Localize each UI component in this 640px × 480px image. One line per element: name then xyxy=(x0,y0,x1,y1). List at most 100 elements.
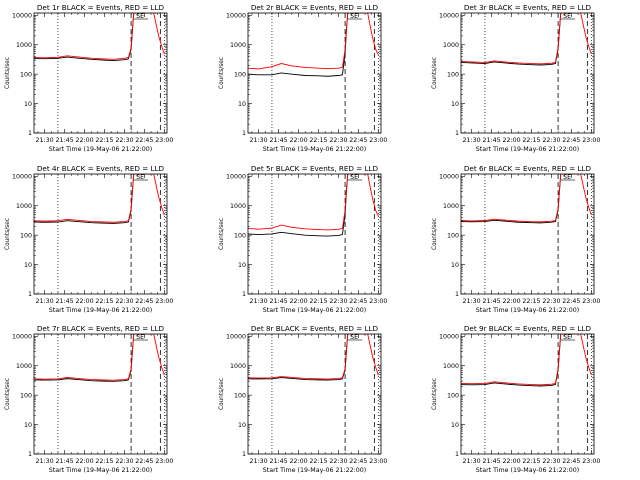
chart-panel-8: Det 8r BLACK = Events, RED = LLD Counts/s… xyxy=(219,324,387,474)
se-annotation: SE xyxy=(563,334,571,341)
y-tick-label: 10000 xyxy=(226,13,246,20)
y-tick-label: 100 xyxy=(20,232,32,239)
y-tick-label: 10 xyxy=(24,422,32,429)
chart-title: Det 1r BLACK = Events, RED = LLD xyxy=(37,3,165,12)
y-tick-label: 100 xyxy=(447,71,459,78)
x-tick-label: 21:30 xyxy=(36,298,54,305)
series-line-events xyxy=(461,334,562,387)
chart-panel-7: Det 7r BLACK = Events, RED = LLD Counts/s… xyxy=(5,324,173,474)
y-axis-label: Counts/sec xyxy=(5,57,11,89)
chart-panel-2: Det 2r BLACK = Events, RED = LLD Counts/s… xyxy=(219,3,387,153)
y-tick-label: 10 xyxy=(24,262,32,269)
x-tick-label: 22:00 xyxy=(289,458,307,465)
se-annotation: SE xyxy=(350,174,358,181)
x-tick-label: 22:45 xyxy=(349,137,367,144)
y-axis-label: Counts/sec xyxy=(219,57,225,89)
y-tick-label: 10 xyxy=(451,101,459,108)
x-tick-label: 21:45 xyxy=(483,298,501,305)
series-line-events xyxy=(34,13,135,62)
chart-panel-9: Det 9r BLACK = Events, RED = LLD Counts/s… xyxy=(432,324,600,474)
x-axis-label: Start Time (19-May-06 21:22:00) xyxy=(263,307,366,314)
series-line-events xyxy=(34,174,135,224)
se-annotation: SE xyxy=(350,334,358,341)
x-tick-label: 22:00 xyxy=(75,458,93,465)
y-tick-label: 100 xyxy=(234,392,246,399)
se-annotation: SE xyxy=(563,13,571,20)
y-tick-label: 1 xyxy=(455,291,459,298)
x-tick-label: 21:30 xyxy=(463,298,481,305)
y-tick-label: 100 xyxy=(234,71,246,78)
se-annotation: SE xyxy=(563,174,571,181)
x-tick-label: 23:00 xyxy=(582,458,600,465)
y-tick-label: 10000 xyxy=(12,334,32,341)
chart-title: Det 7r BLACK = Events, RED = LLD xyxy=(37,324,165,333)
x-tick-label: 23:00 xyxy=(369,458,387,465)
series-line-lld xyxy=(248,174,379,231)
y-tick-label: 10000 xyxy=(12,174,32,181)
y-tick-label: 10000 xyxy=(226,174,246,181)
y-tick-label: 100 xyxy=(447,392,459,399)
x-tick-label: 21:30 xyxy=(36,458,54,465)
y-tick-label: 1000 xyxy=(443,203,459,210)
x-tick-label: 21:30 xyxy=(250,137,268,144)
y-tick-label: 1000 xyxy=(16,42,32,49)
x-tick-label: 21:45 xyxy=(483,458,501,465)
x-tick-label: 21:30 xyxy=(250,458,268,465)
y-tick-label: 1000 xyxy=(443,363,459,370)
se-annotation: SE xyxy=(136,334,144,341)
series-line-events xyxy=(248,174,349,237)
plot-frame xyxy=(33,333,168,455)
x-tick-label: 22:00 xyxy=(75,137,93,144)
series-line-events xyxy=(461,174,562,224)
x-tick-label: 21:45 xyxy=(56,458,74,465)
x-tick-label: 22:30 xyxy=(542,458,560,465)
x-tick-label: 22:45 xyxy=(135,458,153,465)
x-tick-label: 22:00 xyxy=(75,298,93,305)
x-tick-label: 22:45 xyxy=(349,298,367,305)
plot-frame xyxy=(460,12,595,134)
x-tick-label: 23:00 xyxy=(155,458,173,465)
x-tick-label: 22:00 xyxy=(289,137,307,144)
y-tick-label: 10000 xyxy=(439,13,459,20)
x-tick-label: 22:15 xyxy=(522,298,540,305)
x-tick-label: 21:45 xyxy=(56,298,74,305)
y-tick-label: 1 xyxy=(28,130,32,137)
x-tick-label: 21:30 xyxy=(463,458,481,465)
y-tick-label: 10 xyxy=(238,101,246,108)
plot-frame xyxy=(460,173,595,295)
x-tick-label: 23:00 xyxy=(582,298,600,305)
y-tick-label: 10000 xyxy=(12,13,32,20)
series-line-lld xyxy=(34,13,165,60)
y-tick-label: 1000 xyxy=(16,363,32,370)
chart-title: Det 6r BLACK = Events, RED = LLD xyxy=(464,164,592,173)
x-tick-label: 22:00 xyxy=(289,298,307,305)
x-tick-label: 22:00 xyxy=(502,458,520,465)
x-tick-label: 22:30 xyxy=(115,298,133,305)
x-tick-label: 22:15 xyxy=(309,137,327,144)
x-axis-label: Start Time (19-May-06 21:22:00) xyxy=(263,146,366,153)
y-tick-label: 100 xyxy=(20,71,32,78)
x-axis-label: Start Time (19-May-06 21:22:00) xyxy=(49,146,152,153)
y-tick-label: 100 xyxy=(234,232,246,239)
x-tick-label: 22:30 xyxy=(542,137,560,144)
y-tick-label: 1 xyxy=(455,130,459,137)
y-tick-label: 1 xyxy=(242,130,246,137)
series-line-lld xyxy=(248,13,379,70)
series-line-lld xyxy=(461,334,592,386)
y-tick-label: 1 xyxy=(242,291,246,298)
y-tick-label: 10000 xyxy=(439,334,459,341)
plot-frame xyxy=(247,12,382,134)
x-tick-label: 21:45 xyxy=(56,137,74,144)
x-tick-label: 21:30 xyxy=(463,137,481,144)
series-line-lld xyxy=(461,174,592,223)
series-line-lld xyxy=(248,334,379,380)
y-axis-label: Counts/sec xyxy=(5,378,11,410)
y-tick-label: 1000 xyxy=(230,363,246,370)
chart-panel-5: Det 5r BLACK = Events, RED = LLD Counts/s… xyxy=(219,164,387,314)
x-tick-label: 21:45 xyxy=(270,458,288,465)
y-axis-label: Counts/sec xyxy=(219,378,225,410)
x-tick-label: 22:45 xyxy=(562,458,580,465)
x-tick-label: 22:30 xyxy=(115,458,133,465)
plot-frame xyxy=(460,333,595,455)
